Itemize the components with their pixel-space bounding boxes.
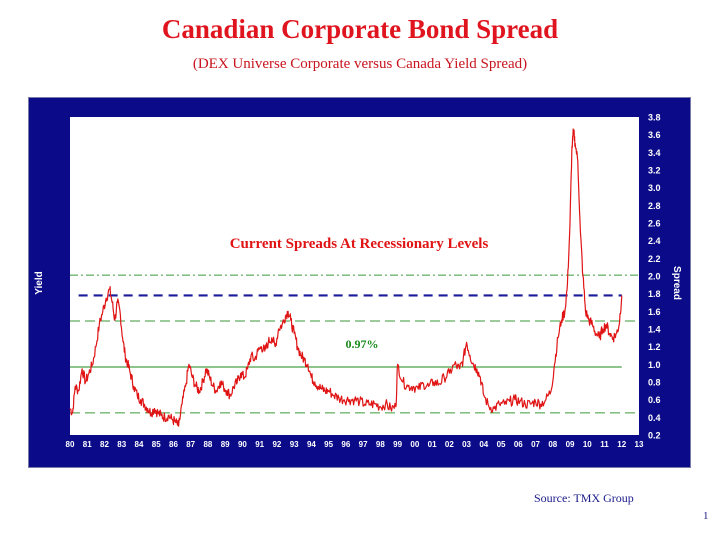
x-tick-label: 13 <box>635 440 644 449</box>
x-tick-label: 91 <box>255 440 264 449</box>
y-tick-label: 1.4 <box>648 325 661 335</box>
y-tick-label: 3.4 <box>648 148 661 158</box>
x-tick-label: 85 <box>152 440 161 449</box>
y-tick-label: 3.6 <box>648 130 661 140</box>
y-tick-label: 1.6 <box>648 307 661 317</box>
y-tick-label: 0.2 <box>648 431 661 441</box>
y-tick-label: 2.0 <box>648 272 661 282</box>
annotation-current-spreads: Current Spreads At Recessionary Levels <box>230 236 489 252</box>
x-tick-label: 08 <box>548 440 557 449</box>
x-tick-label: 04 <box>479 440 488 449</box>
y-tick-label: 1.0 <box>648 360 661 370</box>
y-tick-label: 0.4 <box>648 413 661 423</box>
x-tick-label: 06 <box>514 440 523 449</box>
x-tick-label: 96 <box>341 440 350 449</box>
x-tick-label: 93 <box>290 440 299 449</box>
x-tick-label: 99 <box>393 440 402 449</box>
x-tick-label: 87 <box>186 440 195 449</box>
x-tick-label: 80 <box>66 440 75 449</box>
x-tick-label: 00 <box>410 440 419 449</box>
x-tick-label: 97 <box>359 440 368 449</box>
x-tick-label: 05 <box>497 440 506 449</box>
y-tick-label: 1.8 <box>648 289 661 299</box>
y-tick-label: 3.2 <box>648 166 661 176</box>
x-tick-label: 90 <box>238 440 247 449</box>
y-tick-label: 1.2 <box>648 342 661 352</box>
x-tick-label: 02 <box>445 440 454 449</box>
average-label: 0.97% <box>346 337 379 351</box>
x-tick-label: 98 <box>376 440 385 449</box>
x-tick-label: 86 <box>169 440 178 449</box>
x-tick-label: 83 <box>117 440 126 449</box>
y-tick-label: 0.6 <box>648 395 661 405</box>
page-title: Canadian Corporate Bond Spread <box>161 14 559 44</box>
y-axis-label-right: Spread <box>671 266 682 300</box>
source-note: Source: TMX Group <box>534 491 634 505</box>
x-tick-label: 92 <box>272 440 281 449</box>
x-tick-label: 10 <box>583 440 592 449</box>
y-tick-label: 2.2 <box>648 254 661 264</box>
plot-area <box>70 117 639 435</box>
y-tick-label: 3.0 <box>648 183 661 193</box>
x-tick-label: 84 <box>135 440 144 449</box>
x-tick-label: 94 <box>307 440 316 449</box>
x-tick-label: 11 <box>600 440 609 449</box>
x-tick-label: 88 <box>203 440 212 449</box>
x-tick-label: 07 <box>531 440 540 449</box>
x-tick-label: 09 <box>566 440 575 449</box>
x-tick-label: 01 <box>428 440 437 449</box>
y-tick-label: 0.8 <box>648 378 661 388</box>
spread-series-line <box>69 128 623 427</box>
y-tick-label: 3.8 <box>648 113 661 123</box>
y-tick-label: 2.8 <box>648 201 661 211</box>
page-number: 1 <box>703 510 709 522</box>
y-tick-label: 2.4 <box>648 236 661 246</box>
x-tick-label: 81 <box>83 440 92 449</box>
page-subtitle: (DEX Universe Corporate versus Canada Yi… <box>192 56 528 72</box>
x-tick-label: 95 <box>324 440 333 449</box>
x-tick-label: 03 <box>462 440 471 449</box>
y-tick-label: 2.6 <box>648 219 661 229</box>
spread-chart: 0.2 0.4 0.6 0.8 1.0 1.2 1.4 1.6 1.8 2.0 2.2 2.4 2.6 2… <box>34 113 682 450</box>
y-axis-label-left: Yield <box>34 271 45 295</box>
chart-frame: 0.2 0.4 0.6 0.8 1.0 1.2 1.4 1.6 1.8 2.0 2.2 2.4 2.6 2… <box>28 97 691 468</box>
x-tick-label: 89 <box>221 440 230 449</box>
x-tick-label: 82 <box>100 440 109 449</box>
x-tick-label: 12 <box>617 440 626 449</box>
